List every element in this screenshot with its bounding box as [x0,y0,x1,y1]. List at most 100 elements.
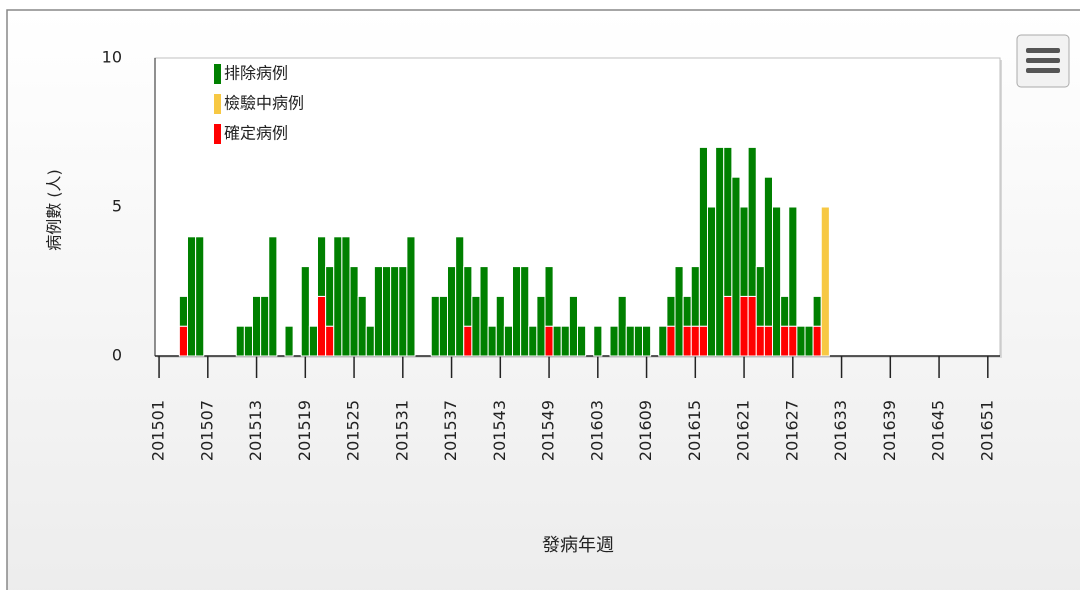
x-tick-label: 201531 [392,400,411,461]
bar-segment [268,236,278,357]
bar-segment [560,325,570,357]
x-tick-label: 201609 [636,400,655,461]
bar-segment [625,325,635,357]
x-tick-label: 201549 [539,400,558,461]
bar-segment [390,266,400,357]
bar-segment [617,295,627,357]
bar-segment [178,325,188,357]
bar-segment [544,266,554,327]
bar-segment [365,325,375,357]
x-tick-label: 201501 [149,400,168,461]
x-tick-label: 201603 [587,400,606,461]
bar-segment [755,266,765,327]
bar-segment [674,266,684,357]
bar-segment [723,146,733,297]
menu-icon-bar [1026,48,1060,53]
bar-segment [495,295,505,357]
bar-segment [690,325,700,357]
bar-segment [747,146,757,297]
menu-icon-bar [1026,58,1060,63]
bar-segment [788,206,798,327]
bar-segment [755,325,765,357]
x-tick-label: 201519 [295,400,314,461]
bar-segment [512,266,522,357]
menu-button[interactable] [1016,34,1070,88]
bar-segment [812,295,822,327]
bar-segment [609,325,619,357]
menu-icon-bar [1026,68,1060,73]
legend-label: 檢驗中病例 [224,94,304,113]
x-tick-label: 201627 [782,400,801,461]
bar-segment [300,266,310,357]
bar-segment [772,206,782,357]
x-axis-title: 發病年週 [542,535,614,556]
legend-label: 排除病例 [224,64,288,83]
bar-segment [723,295,733,357]
bar-segment [780,295,790,327]
bar-segment [804,325,814,357]
bar-segment [568,295,578,357]
x-tick-label: 201615 [685,400,704,461]
bar-segment [284,325,294,357]
legend-swatch [214,94,221,114]
bar-segment [333,236,343,357]
bar-segment [373,266,383,357]
bar-segment [325,325,335,357]
bar-segment [682,295,692,327]
bar-segment [690,266,700,327]
bar-segment [666,295,676,327]
bar-segment [682,325,692,357]
bar-segment [398,266,408,357]
bar-segment [739,206,749,297]
bar-segment [642,325,652,357]
bar-segment [382,266,392,357]
bar-segment [528,325,538,357]
bar-segment [820,206,830,357]
x-tick-label: 201639 [880,400,899,461]
bar-segment [544,325,554,357]
x-tick-label: 201651 [977,400,996,461]
bar-segment [447,266,457,357]
bar-segment [812,325,822,357]
bar-segment [698,146,708,327]
bar-segment [463,325,473,357]
bar-segment [731,176,741,357]
bar-segment [438,295,448,357]
bar-segment [195,236,205,357]
bar-segment [577,325,587,357]
bar-segment [178,295,188,327]
x-tick-label: 201507 [197,400,216,461]
x-tick-label: 201543 [490,400,509,461]
bar-segment [633,325,643,357]
bar-segment [341,236,351,357]
bar-segment [715,146,725,357]
bar-segment [763,325,773,357]
bar-segment [463,266,473,327]
bar-segment [593,325,603,357]
bar-segment [780,325,790,357]
bar-segment [747,295,757,357]
bar-segment [536,295,546,357]
x-tick-label: 201633 [831,400,850,461]
bar-segment [763,176,773,327]
y-axis-title: 病例數 (人) [45,169,64,251]
bar-segment [503,325,513,357]
bar-segment [357,295,367,357]
x-tick-label: 201537 [441,400,460,461]
bar-segment [698,325,708,357]
bar-segment [187,236,197,357]
bar-segment [707,206,717,357]
y-tick-label: 0 [112,346,122,365]
bar-segment [260,295,270,357]
x-tick-label: 201645 [929,400,948,461]
bar-segment [317,236,327,297]
y-tick-label: 10 [102,48,122,67]
bar-segment [308,325,318,357]
bar-segment [430,295,440,357]
bar-segment [349,266,359,357]
bar-segment [487,325,497,357]
bar-segment [455,236,465,357]
x-tick-label: 201525 [344,400,363,461]
bar-segment [406,236,416,357]
